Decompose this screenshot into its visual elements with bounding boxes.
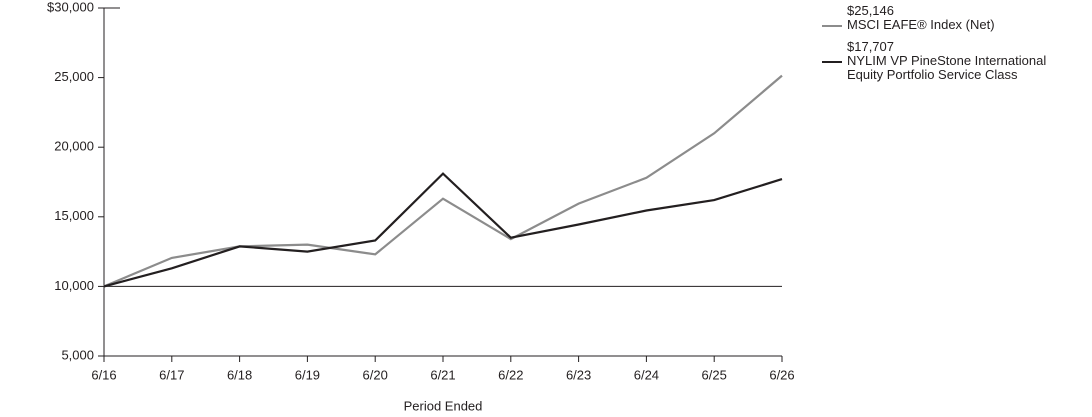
y-tick-label: 5,000 [61, 347, 94, 362]
x-tick-label: 6/25 [702, 367, 727, 382]
series-line [103, 172, 783, 288]
x-tick-label: 6/26 [769, 367, 794, 382]
series-line [103, 74, 783, 288]
legend-item: $17,707 NYLIM VP PineStone International … [822, 40, 1084, 82]
y-tick-label: 25,000 [54, 69, 94, 84]
y-tick-label: 20,000 [54, 139, 94, 154]
y-tick-label: $30,000 [47, 0, 94, 14]
x-axis-label: Period Ended [404, 398, 483, 413]
legend: $25,146 MSCI EAFE® Index (Net) $17,707 NYLI… [822, 4, 1084, 90]
x-tick-label: 6/23 [566, 367, 591, 382]
x-tick-label: 6/18 [227, 367, 252, 382]
x-tick-label: 6/16 [91, 367, 116, 382]
legend-item: $25,146 MSCI EAFE® Index (Net) [822, 4, 1084, 32]
x-tick-label: 6/19 [295, 367, 320, 382]
y-tick-label: 10,000 [54, 278, 94, 293]
x-tick-label: 6/21 [430, 367, 455, 382]
x-tick-label: 6/22 [498, 367, 523, 382]
legend-swatch [822, 61, 842, 63]
x-tick-label: 6/17 [159, 367, 184, 382]
x-tick-label: 6/20 [363, 367, 388, 382]
x-tick-label: 6/24 [634, 367, 659, 382]
legend-label: MSCI EAFE® Index (Net) [847, 17, 995, 32]
legend-end-value: $17,707 [847, 39, 894, 54]
legend-swatch [822, 25, 842, 27]
y-tick-label: 15,000 [54, 208, 94, 223]
legend-label: NYLIM VP PineStone International Equity … [847, 53, 1047, 82]
legend-end-value: $25,146 [847, 3, 894, 18]
